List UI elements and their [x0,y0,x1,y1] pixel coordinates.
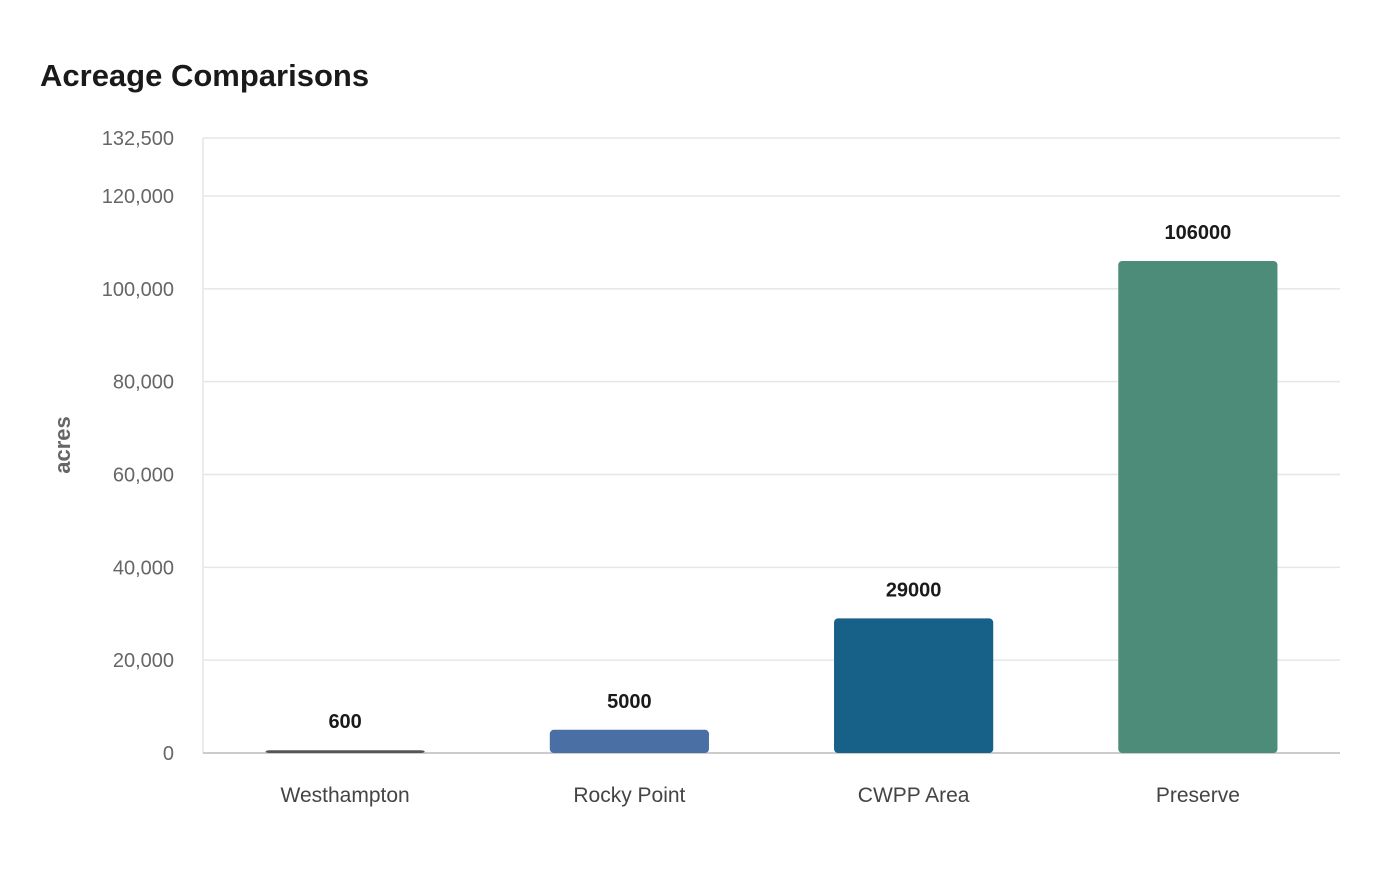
y-tick-label: 80,000 [113,372,174,394]
y-tick-label: 120,000 [102,186,174,208]
gridlines [203,137,1340,661]
y-axis-title: acres [50,416,75,474]
bars [265,261,1278,753]
data-label: 29000 [886,579,942,601]
y-tick-label: 40,000 [113,557,174,579]
x-tick-label: Westhampton [281,784,410,807]
chart-title: Acreage Comparisons [40,58,370,93]
bar [834,618,994,753]
bar [549,729,709,753]
y-tick-label: 60,000 [113,465,174,487]
bar [265,750,425,753]
data-label: 106000 [1165,222,1232,244]
y-tick-label: 0 [163,743,174,765]
y-tick-label: 132,500 [102,128,174,150]
data-label: 5000 [607,691,652,713]
bar [1118,261,1278,753]
data-label: 600 [328,711,361,733]
x-tick-label: Rocky Point [573,784,685,807]
labels: 0 20,000 40,000 60,000 80,000 100,000 120,000 1… [102,128,1240,807]
y-tick-label: 100,000 [102,279,174,301]
y-tick-label: 20,000 [113,650,174,672]
x-tick-label: Preserve [1156,784,1240,807]
x-tick-label: CWPP Area [858,784,970,807]
